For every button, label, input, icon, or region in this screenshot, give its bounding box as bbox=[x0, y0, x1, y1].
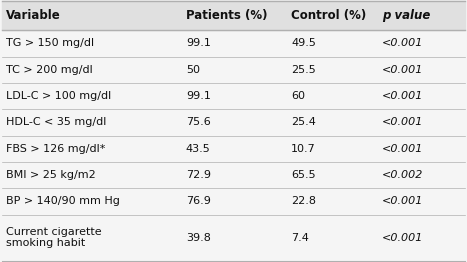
Text: HDL-C < 35 mg/dl: HDL-C < 35 mg/dl bbox=[6, 117, 106, 127]
Text: 60: 60 bbox=[291, 91, 305, 101]
Text: <0.001: <0.001 bbox=[382, 196, 424, 206]
Text: BP > 140/90 mm Hg: BP > 140/90 mm Hg bbox=[6, 196, 120, 206]
Text: <0.001: <0.001 bbox=[382, 65, 424, 75]
Text: Current cigarette
smoking habit: Current cigarette smoking habit bbox=[6, 227, 102, 248]
Text: <0.001: <0.001 bbox=[382, 117, 424, 127]
Text: Variable: Variable bbox=[6, 9, 61, 22]
Text: 50: 50 bbox=[186, 65, 200, 75]
Text: LDL-C > 100 mg/dl: LDL-C > 100 mg/dl bbox=[6, 91, 111, 101]
Text: p value: p value bbox=[382, 9, 431, 22]
Text: 72.9: 72.9 bbox=[186, 170, 211, 180]
Text: 75.6: 75.6 bbox=[186, 117, 211, 127]
Text: <0.002: <0.002 bbox=[382, 170, 424, 180]
Text: 99.1: 99.1 bbox=[186, 39, 211, 48]
Text: 10.7: 10.7 bbox=[291, 144, 316, 154]
Text: TG > 150 mg/dl: TG > 150 mg/dl bbox=[6, 39, 94, 48]
Text: <0.001: <0.001 bbox=[382, 233, 424, 243]
Text: 76.9: 76.9 bbox=[186, 196, 211, 206]
Text: <0.001: <0.001 bbox=[382, 144, 424, 154]
Text: TC > 200 mg/dl: TC > 200 mg/dl bbox=[6, 65, 93, 75]
Text: Patients (%): Patients (%) bbox=[186, 9, 268, 22]
Text: BMI > 25 kg/m2: BMI > 25 kg/m2 bbox=[6, 170, 96, 180]
Text: 43.5: 43.5 bbox=[186, 144, 211, 154]
Text: 25.5: 25.5 bbox=[291, 65, 316, 75]
Text: Control (%): Control (%) bbox=[291, 9, 366, 22]
Text: FBS > 126 mg/dl*: FBS > 126 mg/dl* bbox=[6, 144, 106, 154]
Text: <0.001: <0.001 bbox=[382, 39, 424, 48]
Text: <0.001: <0.001 bbox=[382, 91, 424, 101]
Text: 49.5: 49.5 bbox=[291, 39, 316, 48]
Text: 25.4: 25.4 bbox=[291, 117, 316, 127]
Text: 39.8: 39.8 bbox=[186, 233, 211, 243]
Text: 65.5: 65.5 bbox=[291, 170, 316, 180]
Text: 22.8: 22.8 bbox=[291, 196, 316, 206]
Text: 7.4: 7.4 bbox=[291, 233, 309, 243]
Text: 99.1: 99.1 bbox=[186, 91, 211, 101]
